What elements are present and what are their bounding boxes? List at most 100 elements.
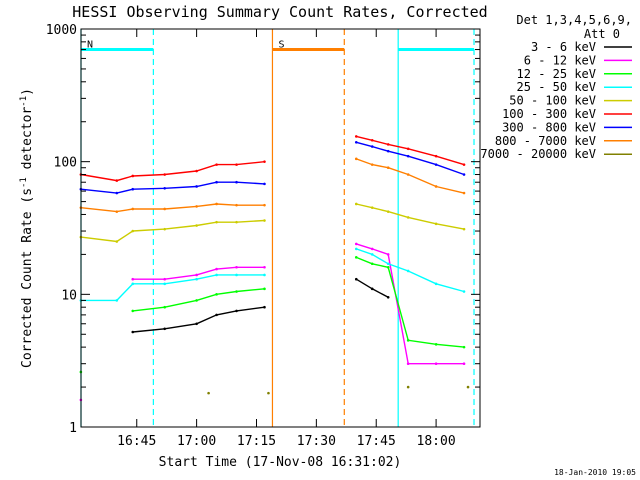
data-point-1-6 (263, 265, 266, 269)
x-tick-label-0: 16:45 (117, 434, 156, 449)
data-point-7-2 (131, 207, 135, 211)
data-point-5-7 (263, 160, 266, 163)
legend-entry-5: 100 - 300 keV (502, 107, 632, 121)
series-5 (79, 135, 466, 182)
data-point-1-7 (354, 242, 358, 246)
data-point-3-5 (215, 273, 218, 277)
data-point-6-10 (386, 149, 390, 153)
data-point-3-13 (462, 290, 466, 293)
data-point-5-13 (462, 163, 466, 166)
data-point-1-10 (406, 362, 410, 366)
series-7 (79, 157, 466, 213)
data-point-8-2 (406, 385, 410, 389)
data-point-2-10 (406, 339, 410, 342)
interval-label: S (278, 40, 284, 51)
legend-label: 50 - 100 keV (509, 94, 596, 108)
legend-entry-1: 6 - 12 keV (524, 53, 632, 67)
data-point-1-4 (215, 267, 218, 271)
footer-timestamp: 18-Jan-2010 19:05 (554, 468, 636, 477)
data-point-7-6 (235, 203, 238, 207)
data-point-5-5 (215, 163, 218, 166)
data-point-2-2 (163, 305, 166, 309)
data-point-5-6 (235, 163, 238, 166)
data-point-1-12 (462, 362, 466, 366)
interval-1 (397, 29, 475, 427)
series-line (132, 288, 265, 312)
data-point-4-3 (163, 227, 166, 231)
data-point-4-12 (434, 222, 438, 226)
series-line (132, 306, 265, 333)
data-point-6-12 (434, 163, 438, 166)
legend-entry-3: 25 - 50 keV (517, 80, 632, 94)
series-line (356, 158, 465, 194)
data-point-2-9 (386, 265, 390, 269)
data-point-0-4 (235, 309, 238, 313)
y-tick-label-2: 100 (54, 156, 77, 171)
series-line (356, 141, 465, 176)
data-point-4-10 (386, 210, 390, 213)
legend-label: 7000 - 20000 keV (480, 147, 596, 161)
legend-entry-7: 800 - 7000 keV (495, 134, 632, 148)
data-point-6-6 (235, 180, 238, 184)
series-line (80, 203, 265, 213)
data-point-3-11 (406, 269, 410, 273)
legend-label: 12 - 25 keV (517, 67, 596, 81)
series-line (80, 181, 265, 194)
data-point-3-9 (370, 253, 374, 256)
data-point-6-11 (406, 154, 410, 158)
data-point-4-2 (131, 229, 135, 233)
series-line (356, 135, 465, 166)
data-point-0-8 (386, 295, 390, 299)
chart-title: HESSI Observing Summary Count Rates, Cor… (72, 3, 487, 21)
data-point-0-0 (131, 330, 135, 334)
data-point-5-12 (434, 154, 438, 158)
series-6 (79, 140, 466, 195)
data-point-6-3 (163, 186, 166, 190)
data-point-1-3 (195, 273, 198, 277)
data-point-4-9 (370, 206, 374, 209)
legend-title-line-2: Att 0 (584, 27, 620, 41)
interval-2: S (271, 29, 345, 427)
data-point-6-2 (131, 187, 135, 191)
data-point-7-3 (163, 207, 166, 211)
series-0 (131, 277, 390, 334)
y-axis-ticks: 1 10 100 1000 (46, 23, 480, 436)
data-point-5-8 (354, 135, 358, 138)
series-line (132, 266, 265, 280)
x-axis-ticks: 16:45 17:00 17:15 17:30 17:45 18:00 (117, 29, 456, 449)
data-point-5-1 (115, 179, 119, 182)
legend-label: 300 - 800 keV (502, 120, 596, 134)
data-point-1-9 (386, 253, 390, 256)
data-point-5-11 (406, 147, 410, 151)
y-tick-label-3: 1000 (46, 23, 77, 38)
data-point-6-7 (263, 182, 266, 186)
x-tick-label-1: 17:00 (177, 434, 216, 449)
series-8 (207, 385, 470, 395)
data-point-7-13 (462, 191, 466, 195)
series-line (80, 161, 265, 182)
data-point-1-8 (370, 247, 374, 251)
data-point-6-4 (195, 185, 198, 188)
data-point-3-3 (163, 282, 166, 286)
y-tick-label-1: 10 (61, 288, 77, 303)
data-point-2-1 (131, 309, 135, 313)
data-point-1-11 (434, 362, 438, 366)
data-point-2-6 (263, 287, 266, 291)
data-point-3-8 (354, 247, 358, 251)
data-point-4-1 (115, 240, 119, 243)
data-point-2-4 (215, 293, 218, 296)
data-point-3-2 (131, 282, 135, 286)
x-tick-label-4: 17:45 (357, 434, 396, 449)
data-point-4-4 (195, 224, 198, 227)
x-tick-label-5: 18:00 (417, 434, 456, 449)
data-point-0-3 (215, 313, 218, 317)
data-point-6-13 (462, 173, 466, 176)
legend-entry-6: 300 - 800 keV (502, 120, 632, 134)
series-layer (79, 135, 470, 402)
data-point-2-11 (434, 343, 438, 346)
data-point-4-7 (263, 219, 266, 222)
data-point-3-1 (115, 299, 119, 302)
series-2 (79, 256, 466, 374)
data-point-3-10 (386, 262, 390, 266)
